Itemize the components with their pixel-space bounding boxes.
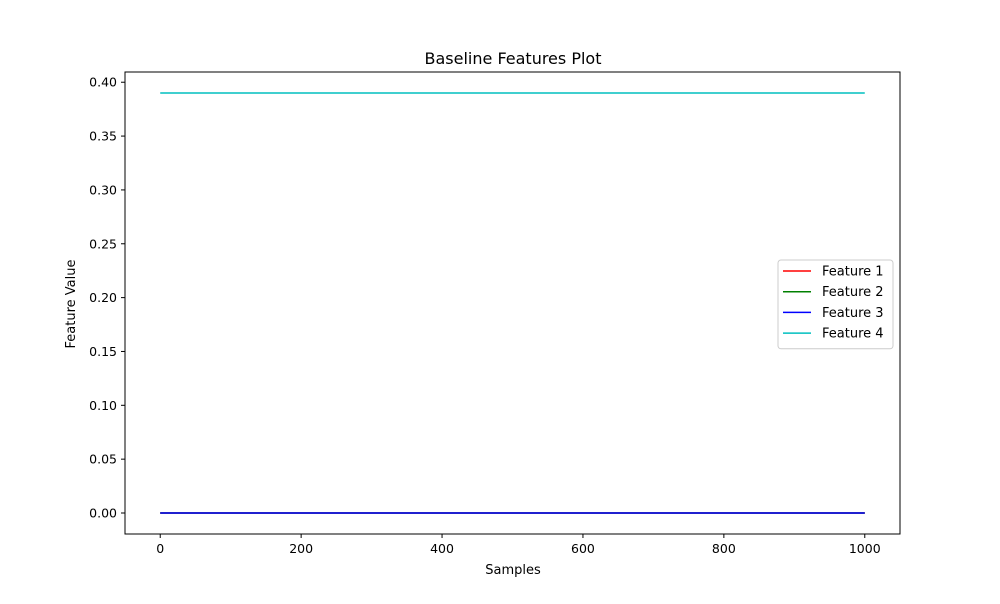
legend-label-3: Feature 3	[822, 306, 884, 321]
legend-label-2: Feature 2	[822, 285, 884, 300]
series-lines	[160, 92, 865, 514]
y-tick-label: 0.40	[89, 75, 117, 90]
y-tick-label: 0.20	[89, 290, 117, 305]
chart-title: Baseline Features Plot	[425, 49, 602, 68]
legend-label-1: Feature 1	[822, 265, 884, 280]
y-tick-label: 0.25	[89, 236, 117, 251]
x-tick-label: 400	[430, 541, 454, 556]
y-tick-label: 0.05	[89, 452, 117, 467]
legend-label-4: Feature 4	[822, 327, 884, 342]
y-axis-label: Feature Value	[64, 260, 79, 349]
y-tick-label: 0.35	[89, 129, 117, 144]
x-axis-label: Samples	[485, 563, 541, 578]
y-tick-label: 0.15	[89, 344, 117, 359]
legend: Feature 1 Feature 2 Feature 3 Feature 4	[777, 259, 894, 350]
x-tick-label: 200	[289, 541, 313, 556]
x-tick-label: 1000	[849, 541, 881, 556]
y-tick-label: 0.10	[89, 398, 117, 413]
y-tick-label: 0.30	[89, 182, 117, 197]
plot-frame	[124, 71, 901, 535]
legend-box	[777, 259, 894, 350]
x-tick-label: 800	[712, 541, 736, 556]
y-tick-label: 0.00	[89, 506, 117, 521]
x-tick-label: 0	[156, 541, 164, 556]
x-tick-label: 600	[571, 541, 595, 556]
axis-ticks: 0 200 400 600 800 1000 0.00 0.05 0.10 0.15 0.20 0.2…	[89, 75, 881, 556]
